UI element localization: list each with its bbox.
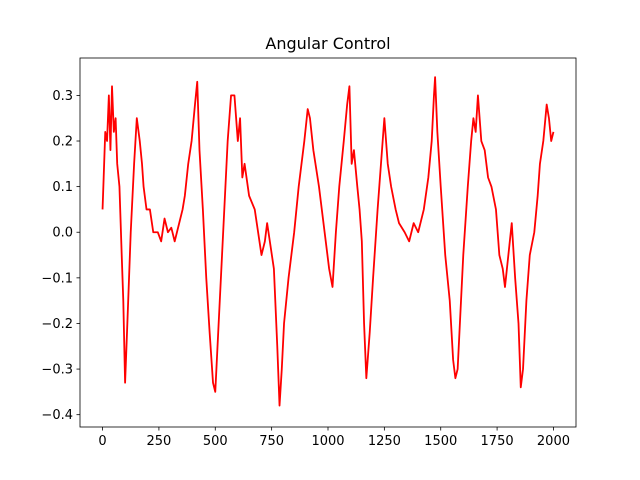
y-tick-label: 0.0 [52, 226, 73, 241]
x-tick-label: 1750 [481, 434, 514, 449]
y-tick-label: 0.1 [52, 180, 73, 195]
x-tick-label: 750 [259, 434, 284, 449]
chart-title: Angular Control [265, 34, 390, 53]
y-tick-label: −0.3 [41, 363, 73, 378]
x-tick-label: 2000 [537, 434, 570, 449]
x-tick-label: 500 [203, 434, 228, 449]
x-tick-label: 1500 [424, 434, 457, 449]
y-tick-label: −0.2 [41, 317, 73, 332]
y-tick-label: −0.4 [41, 408, 73, 423]
data-line [101, 76, 555, 407]
x-tick-label: 1250 [368, 434, 401, 449]
y-tick-label: −0.1 [41, 271, 73, 286]
x-tick-label: 0 [98, 434, 106, 449]
y-tick-label: 0.3 [52, 89, 73, 104]
plot-frame [79, 57, 577, 428]
x-tick-label: 1000 [311, 434, 344, 449]
y-tick-label: 0.2 [52, 135, 73, 150]
x-tick-label: 250 [146, 434, 171, 449]
